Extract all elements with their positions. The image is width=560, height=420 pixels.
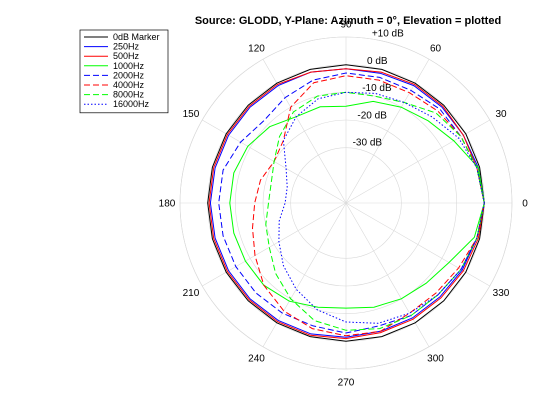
- angle-tick-label: 120: [248, 43, 265, 54]
- legend-label: 1000Hz: [113, 61, 145, 71]
- legend: 0dB Marker250Hz500Hz1000Hz2000Hz4000Hz80…: [79, 29, 169, 114]
- angle-tick-label: 270: [338, 378, 355, 389]
- angle-tick-label: 210: [183, 288, 200, 299]
- angle-tick-label: 240: [248, 354, 265, 365]
- legend-box: [79, 29, 169, 114]
- angle-tick-label: 30: [495, 109, 507, 120]
- angle-tick-label: 180: [159, 199, 176, 210]
- series-line: [208, 68, 485, 340]
- angle-tick-label: 90: [340, 20, 352, 31]
- legend-label: 500Hz: [113, 51, 140, 61]
- angle-tick-label: 150: [183, 109, 200, 120]
- series-line: [265, 91, 485, 331]
- legend-label: 4000Hz: [113, 80, 145, 90]
- legend-label: 0dB Marker: [113, 32, 160, 42]
- legend-label: 16000Hz: [113, 99, 150, 109]
- angle-tick-label: 0: [522, 199, 528, 210]
- radial-tick-label: -20 dB: [357, 110, 387, 121]
- angle-tick-label: 330: [493, 288, 510, 299]
- angle-tick-labels: 0 30 60 90 120 150 180 210 240 270 300 330: [159, 20, 529, 389]
- series-line: [207, 64, 485, 342]
- series-line: [251, 75, 485, 337]
- angle-tick-label: 300: [427, 354, 444, 365]
- radial-tick-label: +10 dB: [372, 29, 404, 40]
- angle-tick-label: 60: [430, 43, 442, 54]
- series-line: [209, 68, 485, 338]
- legend-label: 250Hz: [113, 42, 140, 52]
- legend-label: 8000Hz: [113, 90, 145, 100]
- legend-label: 2000Hz: [113, 70, 145, 80]
- radial-tick-label: -10 dB: [362, 83, 392, 94]
- radial-tick-label: 0 dB: [367, 56, 388, 67]
- radial-tick-labels: +10 dB 0 dB -10 dB -20 dB -30 dB: [353, 29, 405, 149]
- series-line: [229, 100, 485, 309]
- chart-title: Source: GLODD, Y-Plane: Azimuth = 0°, El…: [195, 15, 501, 27]
- radial-tick-label: -30 dB: [353, 138, 383, 149]
- series-lines: [207, 64, 485, 342]
